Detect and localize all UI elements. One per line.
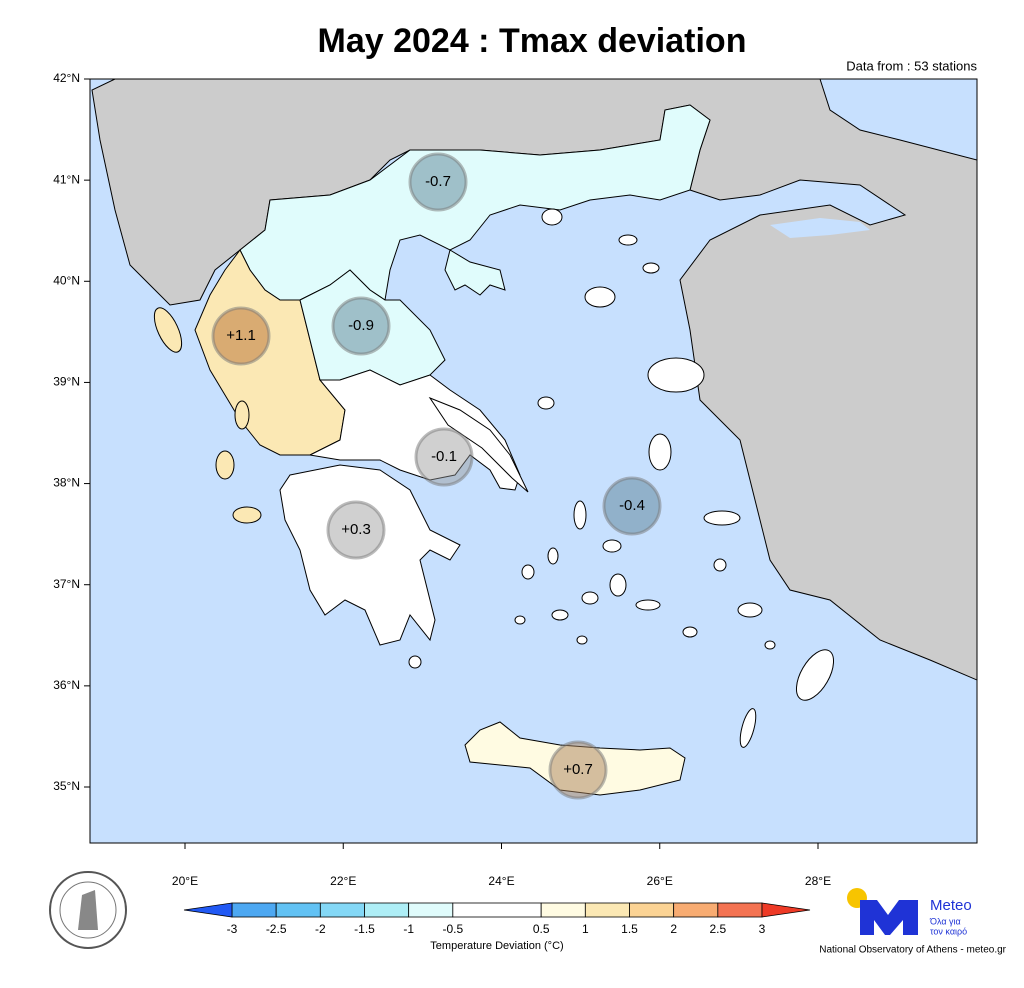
lat-tick-label: 39°N (53, 375, 80, 389)
colorbar-box (275, 902, 321, 918)
colorbar-box (364, 902, 410, 918)
colorbar-tick-label: -3 (227, 922, 238, 936)
epirus-west (194, 249, 346, 456)
colorbar-tick-label: 2.5 (709, 922, 726, 936)
chalkidiki (444, 249, 506, 296)
meteo-logo: Meteo Όλα για τον καιρό National Observa… (819, 888, 1007, 956)
colorbar-tick-label: 0.5 (533, 922, 550, 936)
region-label: +0.3 (341, 521, 371, 538)
region-label: +1.1 (226, 327, 256, 344)
colorbar-tick-label: -0.5 (442, 922, 463, 936)
ionian-islands (153, 307, 262, 524)
colorbar-box (673, 902, 719, 918)
colorbar-box (231, 902, 277, 918)
lon-tick-label: 20°E (172, 874, 198, 888)
colorbar-box (584, 902, 630, 918)
colorbar-tick-label: -1.5 (354, 922, 375, 936)
lat-tick-label: 41°N (53, 172, 80, 186)
colorbar-box (319, 902, 365, 918)
colorbar-tick-label: 2 (670, 922, 677, 936)
central-greece (308, 369, 521, 491)
colorbar-tick-label: -1 (403, 922, 414, 936)
colorbar-tick-label: 1 (582, 922, 589, 936)
region-label: -0.4 (619, 497, 645, 514)
credit: National Observatory of Athens - meteo.g… (819, 945, 1006, 956)
region-label: -0.1 (431, 448, 457, 465)
colorbar-over (761, 902, 811, 918)
colorbar-tick-label: -2 (315, 922, 326, 936)
region-bubble (602, 476, 662, 536)
region-bubble (548, 740, 608, 800)
neighbor-land (91, 79, 977, 681)
colorbar-box (408, 902, 454, 918)
region-label: -0.7 (425, 173, 451, 190)
colorbar-tick-label: -2.5 (266, 922, 287, 936)
region-label: -0.9 (348, 317, 374, 334)
map-frame (89, 78, 978, 844)
map-area (89, 78, 978, 844)
region-bubble (408, 152, 468, 212)
lon-tick-label: 22°E (330, 874, 356, 888)
lat-tick-label: 35°N (53, 779, 80, 793)
lat-tick-label: 37°N (53, 577, 80, 591)
aegean-islands (408, 208, 835, 748)
lon-tick-label: 26°E (647, 874, 673, 888)
subtitle: Data from : 53 stations (846, 58, 977, 73)
region-bubble (331, 296, 391, 356)
colorbar-tick-label: 3 (759, 922, 766, 936)
noa-seal (49, 871, 127, 949)
colorbar-box (629, 902, 675, 918)
region-bubble (326, 500, 386, 560)
region-bubble (414, 427, 474, 487)
logo-tagline: τον καιρό (930, 926, 967, 936)
logo-tagline: Όλα για (929, 916, 961, 926)
marmara-sea (770, 218, 870, 238)
lat-tick-label: 42°N (53, 71, 80, 85)
colorbar-tick-label: 1.5 (621, 922, 638, 936)
lon-tick-label: 24°E (488, 874, 514, 888)
logo-name: Meteo (930, 897, 972, 914)
region-label: +0.7 (563, 761, 593, 778)
lon-tick-label: 28°E (805, 874, 831, 888)
lat-tick-label: 38°N (53, 476, 80, 490)
colorbar-title: Temperature Deviation (°C) (430, 940, 563, 952)
lat-tick-label: 40°N (53, 273, 80, 287)
colorbar-box (540, 902, 586, 918)
lat-tick-label: 36°N (53, 678, 80, 692)
region-bubble (211, 306, 271, 366)
colorbar-box (717, 902, 763, 918)
colorbar-under (183, 902, 233, 918)
colorbar-box (452, 902, 542, 918)
title: May 2024 : Tmax deviation (318, 22, 747, 60)
